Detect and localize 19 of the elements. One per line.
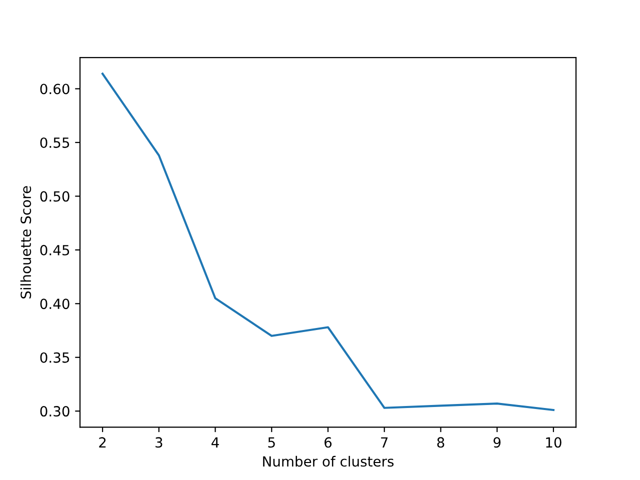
x-tick-label: 7: [381, 437, 388, 448]
y-tick-label: 0.60: [40, 84, 70, 94]
line-series: [102, 72, 554, 412]
y-tick-label: 0.35: [40, 352, 70, 363]
y-tick-label: 0.50: [40, 191, 70, 202]
y-tick-label: 0.55: [40, 137, 70, 148]
x-tick-label: 8: [437, 437, 444, 448]
x-tick-label: 2: [99, 437, 106, 448]
y-axis-title: Silhouette Score: [20, 186, 32, 298]
y-tick-label: 0.40: [40, 298, 70, 310]
x-tick-label: 10: [546, 437, 562, 448]
x-tick-label: 4: [212, 437, 219, 448]
x-tick-label: 9: [494, 437, 501, 448]
x-tick-label: 6: [324, 437, 332, 448]
x-axis-title: Number of clusters: [263, 456, 394, 467]
x-tick-label: 3: [156, 437, 162, 448]
x-tick-label: 5: [268, 437, 275, 448]
y-tick-label: 0.45: [40, 244, 70, 256]
y-tick-label: 0.30: [40, 406, 70, 417]
